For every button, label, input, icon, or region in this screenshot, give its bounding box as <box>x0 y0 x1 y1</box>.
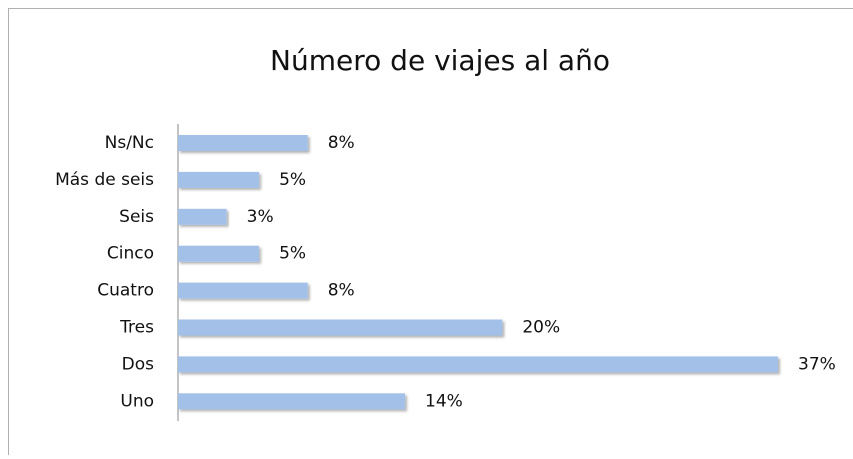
bar <box>178 320 502 336</box>
value-label: 14% <box>425 391 463 411</box>
value-label: 37% <box>798 354 836 374</box>
bar <box>178 246 259 262</box>
chart-title: Número de viajes al año <box>270 44 610 77</box>
value-label: 3% <box>247 207 274 227</box>
bar <box>178 283 308 299</box>
value-label: 8% <box>328 281 355 301</box>
y-tick-label: Más de seis <box>55 170 154 190</box>
y-tick-label: Dos <box>122 354 154 374</box>
value-label: 20% <box>522 318 560 338</box>
y-tick-label: Seis <box>119 207 154 227</box>
y-tick-label: Uno <box>120 391 154 411</box>
value-label: 5% <box>279 170 306 190</box>
value-label: 8% <box>328 133 355 153</box>
bar <box>178 393 405 409</box>
bar <box>178 172 259 188</box>
y-tick-label: Ns/Nc <box>105 133 154 153</box>
y-tick-label: Cinco <box>107 244 154 264</box>
y-tick-label: Tres <box>119 318 154 338</box>
bar <box>178 209 227 225</box>
bar <box>178 135 308 151</box>
y-tick-label: Cuatro <box>97 281 154 301</box>
bar <box>178 356 778 372</box>
value-label: 5% <box>279 244 306 264</box>
